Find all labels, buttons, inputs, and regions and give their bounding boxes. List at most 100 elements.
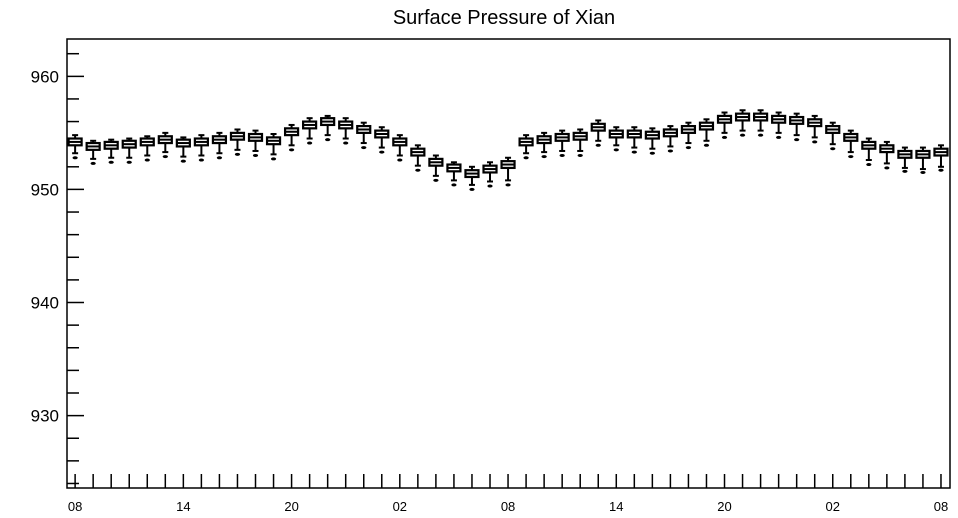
box-item bbox=[374, 126, 390, 154]
outlier-point bbox=[613, 148, 619, 152]
outlier-point bbox=[288, 148, 295, 152]
box-item bbox=[662, 125, 678, 153]
outlier-point bbox=[252, 153, 259, 157]
outlier-point bbox=[433, 178, 439, 182]
outlier-point bbox=[830, 147, 836, 151]
box-item bbox=[157, 131, 173, 159]
outlier-point bbox=[920, 170, 926, 174]
outlier-point bbox=[848, 155, 854, 159]
box-item bbox=[302, 117, 318, 145]
outlier-point bbox=[415, 168, 421, 172]
box-item bbox=[103, 138, 119, 164]
box-item bbox=[518, 134, 534, 160]
outlier-point bbox=[721, 135, 728, 139]
outlier-point bbox=[938, 168, 944, 172]
outlier-point bbox=[234, 152, 241, 156]
outlier-point bbox=[794, 138, 800, 142]
outlier-point bbox=[812, 140, 818, 144]
chart-title: Surface Pressure of Xian bbox=[393, 7, 615, 29]
outlier-point bbox=[739, 133, 746, 137]
x-tick-label: 08 bbox=[934, 499, 948, 514]
box-item bbox=[590, 119, 606, 147]
box-item bbox=[572, 128, 588, 157]
outlier-point bbox=[307, 141, 313, 145]
box-item bbox=[897, 146, 913, 173]
box-item bbox=[320, 114, 336, 142]
box-item bbox=[771, 111, 787, 139]
box-item bbox=[229, 128, 246, 156]
box-item bbox=[879, 140, 895, 170]
box-item bbox=[283, 123, 300, 152]
box-item bbox=[626, 126, 642, 154]
box-item bbox=[265, 133, 282, 161]
box-item bbox=[644, 127, 660, 155]
outlier-point bbox=[541, 155, 547, 159]
outlier-point bbox=[325, 138, 331, 142]
box-item bbox=[247, 129, 264, 157]
outlier-point bbox=[902, 169, 908, 173]
y-tick-label: 950 bbox=[31, 180, 59, 199]
outlier-point bbox=[595, 143, 601, 147]
box-item bbox=[698, 118, 715, 147]
box-item bbox=[139, 135, 155, 162]
x-tick-label: 14 bbox=[176, 499, 190, 514]
y-tick-label: 930 bbox=[31, 407, 59, 426]
box-item bbox=[356, 121, 372, 150]
outlier-point bbox=[703, 143, 710, 147]
boxes-layer bbox=[67, 109, 949, 191]
outlier-point bbox=[866, 163, 872, 167]
x-tick-label: 20 bbox=[284, 499, 298, 514]
outlier-point bbox=[379, 150, 385, 154]
box-item bbox=[67, 134, 83, 160]
outlier-point bbox=[649, 151, 655, 155]
outlier-point bbox=[505, 183, 511, 187]
axes: 930 940 950 960 08 14 20 02 08 14 20 02 08 bbox=[31, 38, 951, 514]
box-item bbox=[211, 131, 228, 160]
outlier-point bbox=[126, 160, 132, 164]
box-item bbox=[464, 165, 480, 191]
box-item bbox=[554, 129, 570, 157]
box-item bbox=[807, 114, 823, 144]
box-item bbox=[734, 109, 751, 137]
box-item bbox=[680, 121, 697, 150]
box-item bbox=[500, 156, 516, 187]
box-item bbox=[175, 136, 191, 163]
box-item bbox=[825, 121, 841, 151]
box-item bbox=[428, 154, 444, 182]
box-item bbox=[843, 129, 859, 159]
plot-frame bbox=[66, 38, 951, 489]
outlier-point bbox=[72, 156, 78, 160]
outlier-point bbox=[451, 183, 457, 187]
box-item bbox=[915, 146, 931, 174]
outlier-point bbox=[162, 155, 168, 159]
box-item bbox=[121, 137, 137, 164]
box-item bbox=[536, 131, 552, 159]
outlier-point bbox=[180, 159, 186, 163]
outlier-point bbox=[270, 157, 277, 161]
outlier-point bbox=[108, 160, 114, 164]
outlier-point bbox=[198, 158, 204, 162]
box-item bbox=[752, 109, 769, 137]
box-item bbox=[861, 137, 877, 167]
outlier-point bbox=[631, 150, 637, 154]
box-item bbox=[933, 144, 949, 172]
outlier-point bbox=[523, 156, 529, 160]
x-tick-label: 08 bbox=[501, 499, 515, 514]
outlier-point bbox=[397, 158, 403, 162]
outlier-point bbox=[343, 141, 349, 145]
outlier-point bbox=[144, 158, 150, 162]
box-item bbox=[789, 112, 805, 142]
box-item bbox=[410, 144, 426, 172]
outlier-point bbox=[884, 166, 890, 170]
y-tick-label: 940 bbox=[31, 294, 59, 313]
outlier-point bbox=[685, 146, 692, 150]
box-item bbox=[338, 117, 354, 145]
outlier-point bbox=[559, 153, 565, 157]
outlier-point bbox=[361, 146, 367, 150]
x-tick-label: 02 bbox=[393, 499, 407, 514]
x-tick-label: 20 bbox=[717, 499, 731, 514]
outlier-point bbox=[469, 187, 475, 191]
box-item bbox=[193, 134, 209, 162]
box-item bbox=[608, 126, 624, 152]
